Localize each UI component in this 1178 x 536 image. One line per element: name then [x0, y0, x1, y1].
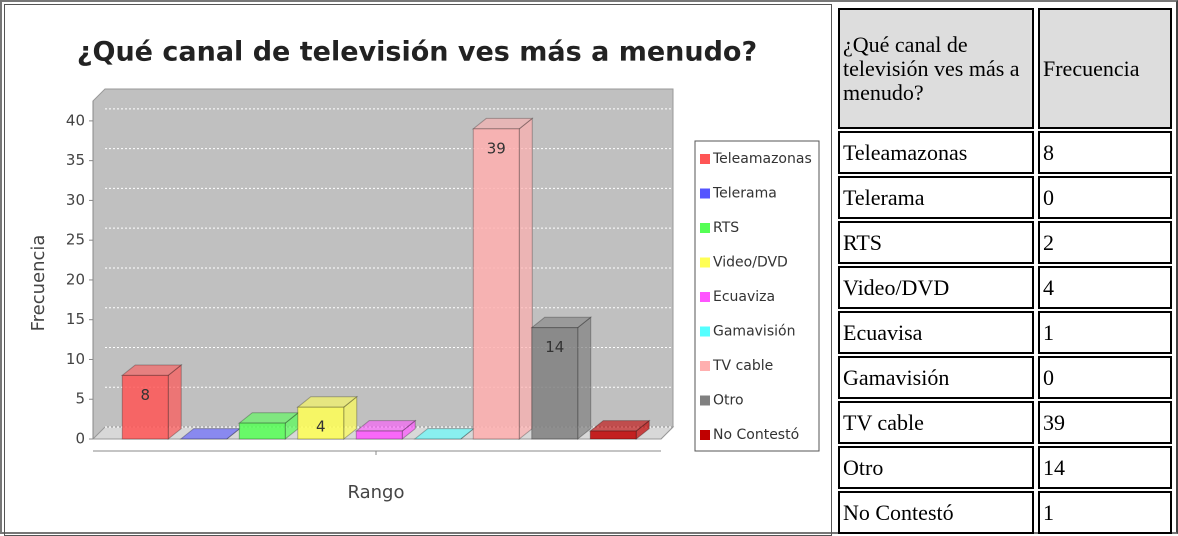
legend-swatch — [700, 154, 710, 164]
bar-side — [167, 363, 182, 441]
table-cell: Video/DVD — [838, 266, 1034, 309]
value-label: 14 — [545, 338, 564, 356]
bar — [472, 128, 520, 440]
legend-swatch — [700, 361, 710, 371]
bar — [355, 430, 403, 440]
y-tick-label: 10 — [66, 350, 85, 368]
y-tick-label: 20 — [66, 270, 85, 288]
bar — [589, 430, 637, 440]
table-cell: 0 — [1038, 176, 1172, 219]
table-cell: 0 — [1038, 356, 1172, 399]
legend-swatch — [700, 292, 710, 302]
legend-label: Otro — [713, 393, 744, 409]
bar-top — [120, 364, 183, 376]
table-cell: RTS — [838, 221, 1034, 264]
legend-label: Gamavisión — [713, 324, 795, 340]
legend-swatch — [700, 395, 710, 406]
value-label: 4 — [316, 418, 326, 436]
y-tick-label: 40 — [66, 111, 85, 129]
legend-label: Teleamazonas — [712, 151, 812, 167]
legend-label: Video/DVD — [713, 255, 788, 271]
table-cell: Telerama — [838, 176, 1034, 219]
y-tick-label: 30 — [66, 191, 85, 209]
table-cell: 2 — [1038, 221, 1172, 264]
table-cell: 39 — [1038, 401, 1172, 444]
y-tick-label: 25 — [66, 231, 85, 249]
x-axis-label: Rango — [348, 482, 405, 503]
table-cell: TV cable — [838, 401, 1034, 444]
chart-cell: ¿Qué canal de televisión ves más a menud… — [4, 4, 832, 536]
bar-top — [588, 420, 651, 432]
bar — [297, 406, 345, 440]
bar-side — [518, 117, 533, 441]
table-cell: 14 — [1038, 446, 1172, 489]
legend-box — [694, 140, 820, 452]
legend-label: RTS — [713, 220, 739, 236]
bar-top — [296, 396, 359, 408]
table-cell: Ecuavisa — [838, 311, 1034, 354]
legend-swatch — [700, 188, 710, 199]
y-tick-label: 5 — [75, 390, 85, 408]
table-cell: Gamavisión — [838, 356, 1034, 399]
bar — [121, 374, 169, 440]
table-header-cell: ¿Qué canal de televisión ves más a menud… — [838, 8, 1034, 129]
y-tick-label: 35 — [66, 151, 85, 169]
legend-label: Telerama — [712, 186, 777, 202]
table-cell: 1 — [1038, 311, 1172, 354]
table-header-cell: Frecuencia — [1038, 8, 1172, 129]
y-tick-label: 0 — [75, 430, 85, 448]
y-axis-label: Frecuencia — [28, 235, 49, 332]
value-label: 8 — [140, 386, 150, 404]
bar-top — [354, 420, 417, 432]
legend-label: Ecuaviza — [713, 289, 775, 305]
legend-swatch — [700, 430, 710, 440]
bar-top — [471, 117, 534, 130]
table-cell: 4 — [1038, 266, 1172, 309]
legend-swatch — [700, 257, 710, 268]
table-cell: Teleamazonas — [838, 131, 1034, 174]
y-tick-label: 15 — [66, 310, 85, 328]
bar — [238, 422, 286, 440]
legend-swatch — [700, 223, 710, 233]
table-cell: Otro — [838, 446, 1034, 489]
bar — [531, 327, 579, 440]
table-cell: No Contestó — [838, 491, 1034, 534]
legend-swatch — [700, 326, 710, 337]
bar-side — [577, 316, 592, 441]
chart-title: ¿Qué canal de televisión ves más a menud… — [77, 37, 757, 68]
legend-label: No Contestó — [713, 427, 799, 443]
table-cell: 8 — [1038, 131, 1172, 174]
table-cell: 1 — [1038, 491, 1172, 534]
legend-label: TV cable — [712, 358, 773, 374]
chart: ¿Qué canal de televisión ves más a menud… — [28, 37, 820, 503]
value-label: 39 — [487, 139, 506, 157]
